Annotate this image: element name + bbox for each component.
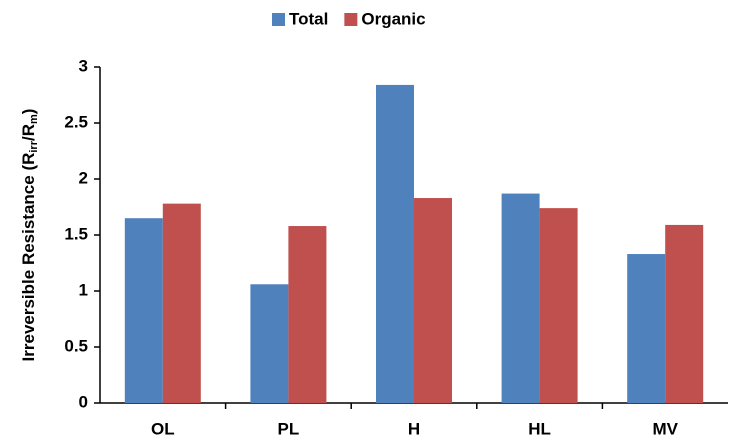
y-tick-label: 1	[79, 280, 88, 299]
x-tick-label: PL	[278, 419, 300, 438]
legend-swatch	[272, 13, 285, 26]
bar	[501, 193, 540, 403]
y-tick-label: 0.5	[64, 336, 88, 355]
x-tick-label: HL	[528, 419, 551, 438]
legend-label: Total	[289, 9, 328, 28]
bar	[665, 224, 704, 403]
legend-swatch	[344, 13, 358, 26]
y-tick-label: 3	[79, 56, 88, 75]
y-axis-title-part: Irreversible Resistance (R	[19, 153, 38, 362]
bar	[124, 218, 163, 403]
y-axis-title-part: )	[19, 109, 38, 115]
bar	[250, 284, 289, 403]
x-tick-label: H	[408, 419, 420, 438]
bar	[539, 208, 578, 403]
y-tick-label: 1.5	[64, 224, 88, 243]
y-tick-label: 2.5	[64, 112, 88, 131]
x-tick-label: MV	[652, 419, 678, 438]
y-axis-title-sub: irr	[28, 140, 40, 152]
bar	[414, 198, 452, 403]
y-axis-title: Irreversible Resistance (Rirr/Rm)	[19, 109, 39, 362]
x-tick-label: OL	[151, 419, 175, 438]
bar	[627, 254, 666, 403]
y-tick-label: 2	[79, 168, 88, 187]
y-axis-title-part: /R	[19, 124, 38, 141]
bar	[288, 226, 327, 403]
y-axis-title-sub: m	[28, 114, 40, 124]
bar	[376, 84, 414, 404]
legend-label: Organic	[361, 9, 425, 28]
y-tick-label: 0	[79, 392, 88, 411]
bar	[162, 203, 201, 403]
